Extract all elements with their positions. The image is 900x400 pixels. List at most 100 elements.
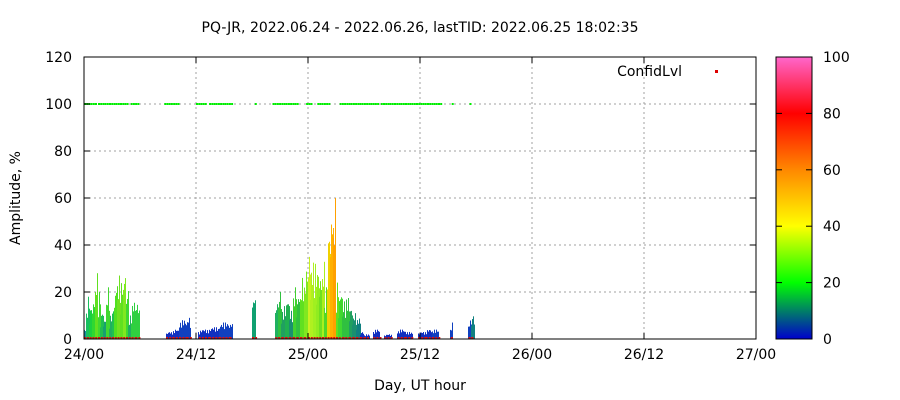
baseline-point [345, 337, 348, 339]
legend: ConfidLvl [617, 64, 718, 80]
baseline-point [310, 337, 313, 339]
amplitude-bar [280, 292, 281, 339]
confidence-point [433, 103, 436, 105]
confidence-point [170, 103, 173, 105]
amplitude-bar [331, 224, 332, 339]
amplitude-bar [180, 322, 181, 339]
confidence-point [427, 103, 429, 105]
amplitude-bar [287, 304, 288, 339]
amplitude-bar [200, 330, 201, 339]
baseline-point [313, 337, 316, 339]
amplitude-bar [103, 326, 104, 339]
amplitude-bar [101, 315, 102, 339]
confidence-point [344, 103, 347, 105]
confidence-point [370, 103, 373, 105]
amplitude-bar [207, 330, 208, 339]
confidence-point [276, 103, 279, 105]
amplitude-bar [181, 327, 182, 339]
baseline-point [432, 337, 435, 339]
amplitude-bar [360, 334, 361, 339]
confidence-point [389, 103, 392, 105]
amplitude-bar [286, 305, 287, 339]
baseline-point [322, 337, 324, 339]
baseline-point [384, 337, 387, 339]
amplitude-bar [219, 328, 220, 339]
confidence-point [209, 103, 212, 105]
amplitude-bar [88, 296, 89, 339]
amplitude-bar [376, 332, 377, 339]
amplitude-bar [202, 330, 203, 339]
confidence-point [122, 103, 125, 105]
amplitude-bar [351, 310, 352, 339]
amplitude-bar [319, 296, 320, 339]
amplitude-bar [338, 297, 339, 339]
amplitude-bar [340, 299, 341, 339]
amplitude-bar [115, 295, 116, 339]
confidence-point [272, 103, 275, 105]
baseline-point [405, 337, 408, 339]
confidence-point [319, 103, 322, 105]
amplitude-bar [354, 320, 355, 339]
amplitude-bar [378, 331, 379, 339]
amplitude-bar [186, 326, 187, 339]
amplitude-bar [172, 334, 173, 339]
amplitude-bar [230, 324, 231, 339]
confidence-point [387, 103, 390, 105]
baseline-point [109, 337, 112, 339]
confidence-point [95, 103, 97, 105]
confidence-point [366, 103, 369, 105]
amplitude-bar [114, 307, 115, 339]
baseline-point [327, 337, 330, 339]
amplitude-bar [206, 333, 207, 339]
amplitude-bar [185, 323, 186, 339]
amplitude-bar [390, 335, 391, 339]
y-tick-label: 100 [45, 97, 72, 113]
amplitude-bar [333, 237, 334, 339]
amplitude-bar [104, 321, 105, 339]
baseline-point [126, 337, 128, 339]
amplitude-bar [326, 287, 327, 339]
baseline-point [435, 337, 438, 339]
baseline-point [387, 337, 390, 339]
confidence-point [372, 103, 375, 105]
amplitude-bar [100, 327, 101, 339]
confidence-point [164, 103, 167, 105]
amplitude-bar [109, 328, 110, 339]
confidence-point [92, 103, 95, 105]
baseline-point [123, 337, 126, 339]
baseline-point [114, 337, 117, 339]
amplitude-bar [450, 329, 451, 339]
chart-title: PQ-JR, 2022.06.24 - 2022.06.26, lastTID:… [202, 20, 639, 36]
amplitude-bar [334, 245, 335, 339]
amplitude-bar [306, 271, 307, 339]
baseline-point [169, 337, 172, 339]
amplitude-bar [300, 299, 301, 339]
confidence-point [217, 103, 220, 105]
amplitude-bar [369, 335, 370, 339]
amplitude-bar [96, 295, 97, 339]
confidence-point [106, 103, 109, 105]
baseline-point [336, 337, 338, 339]
amplitude-bar [232, 324, 233, 339]
y-tick-label: 20 [54, 285, 72, 301]
amplitude-bar [337, 282, 338, 339]
grid [84, 57, 756, 339]
amplitude-bar [307, 281, 308, 339]
x-axis-label: Day, UT hour [374, 378, 466, 394]
amplitude-bar [348, 298, 349, 339]
colorbar-tick-label: 80 [823, 106, 841, 122]
amplitude-bar [411, 332, 412, 339]
baseline-point [252, 337, 254, 339]
colorbar-tick-label: 20 [823, 276, 841, 292]
amplitude-bar [97, 273, 98, 339]
amplitude-bar [346, 299, 347, 339]
baseline-point [175, 337, 178, 339]
baseline-point [215, 337, 218, 339]
amplitude-bar [412, 333, 413, 339]
amplitude-bar [418, 333, 419, 339]
baseline-point [222, 337, 225, 339]
confidence-point [130, 103, 133, 105]
confidence-point [222, 103, 225, 105]
confidence-point [196, 103, 198, 105]
amplitude-bar [124, 283, 125, 339]
